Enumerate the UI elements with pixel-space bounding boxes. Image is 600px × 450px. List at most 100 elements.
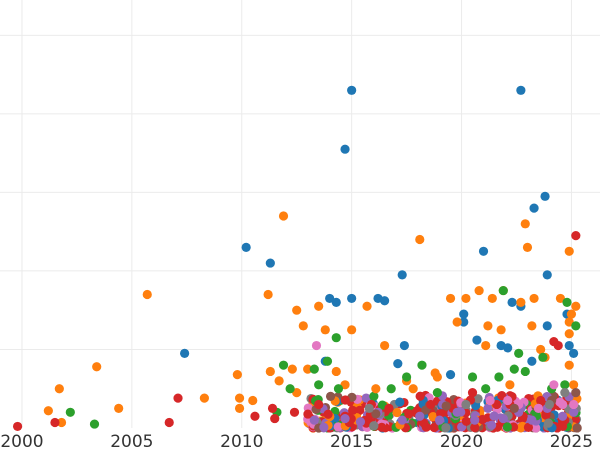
data-point [54, 384, 64, 394]
data-point [473, 394, 483, 404]
data-point [470, 415, 480, 425]
data-point [477, 414, 487, 425]
data-point [234, 403, 245, 413]
data-point [571, 321, 581, 331]
data-point [56, 417, 67, 428]
data-point [173, 393, 183, 403]
data-point [478, 246, 489, 256]
data-point [560, 380, 570, 390]
data-point [529, 203, 539, 213]
data-point [516, 297, 526, 307]
data-point [89, 419, 100, 429]
data-point [533, 403, 544, 413]
data-point [569, 380, 579, 390]
data-point [408, 384, 418, 394]
data-point [362, 301, 372, 311]
data-point [399, 340, 409, 351]
data-point [333, 422, 343, 432]
data-point [92, 362, 102, 372]
data-point [467, 388, 478, 398]
data-point [322, 356, 333, 366]
data-point [298, 321, 308, 331]
x-tick-label: 2025 [550, 432, 593, 450]
x-tick-label: 2010 [220, 432, 263, 450]
data-point [569, 407, 579, 417]
data-point [386, 384, 396, 394]
data-point [395, 397, 405, 407]
data-point [516, 423, 526, 433]
data-point [43, 406, 53, 416]
data-point [289, 407, 300, 417]
data-point [248, 395, 258, 406]
data-point [404, 409, 414, 419]
data-point [114, 403, 124, 413]
data-point [503, 343, 513, 353]
x-tick-label: 2015 [330, 432, 373, 450]
x-tick-label: 2005 [110, 432, 153, 450]
data-point [274, 376, 284, 386]
data-point [314, 399, 324, 410]
data-point [570, 415, 581, 425]
data-point [426, 399, 436, 410]
data-point [522, 242, 533, 252]
data-point [287, 364, 297, 374]
data-point [397, 270, 407, 280]
data-point [558, 399, 568, 410]
data-point [340, 395, 350, 405]
data-point [314, 380, 324, 390]
data-point [267, 403, 278, 413]
data-point [487, 420, 497, 430]
data-point [371, 384, 381, 394]
data-point [543, 418, 554, 428]
data-point [314, 301, 324, 311]
data-point [392, 407, 402, 418]
data-point [564, 340, 574, 351]
data-point [461, 293, 471, 304]
data-point [572, 423, 582, 433]
data-point [340, 413, 350, 424]
data-point [470, 422, 480, 433]
data-point [445, 369, 456, 380]
data-point [531, 423, 541, 433]
data-point [569, 399, 579, 410]
data-point [361, 393, 371, 403]
data-point [481, 340, 491, 351]
data-point [232, 369, 242, 380]
data-point [474, 285, 484, 296]
data-point [498, 285, 508, 296]
data-point [558, 411, 568, 421]
data-point [571, 388, 581, 398]
data-point [527, 321, 537, 331]
data-point [415, 391, 425, 401]
data-point [507, 297, 517, 307]
data-point [459, 309, 469, 319]
data-point [347, 85, 357, 95]
data-point [415, 411, 425, 421]
data-point [540, 191, 550, 201]
data-point [527, 415, 537, 425]
data-point [292, 305, 302, 315]
data-point [459, 317, 469, 327]
data-point [419, 418, 429, 428]
data-point [347, 293, 357, 304]
data-point [250, 411, 260, 421]
data-point [303, 364, 313, 374]
data-point [309, 415, 319, 425]
data-point [509, 403, 519, 413]
data-point [514, 348, 524, 358]
data-point [520, 219, 530, 229]
data-point [562, 297, 572, 307]
data-point [549, 380, 559, 390]
points-layer [12, 85, 581, 432]
data-point [265, 366, 275, 377]
data-point [331, 366, 341, 377]
data-point [566, 309, 577, 319]
data-point [558, 421, 568, 432]
data-point [432, 388, 442, 398]
data-point [397, 415, 407, 425]
data-point [415, 234, 425, 245]
data-point [564, 246, 574, 256]
data-point [529, 293, 539, 304]
data-point [234, 393, 245, 403]
data-point [355, 405, 365, 415]
